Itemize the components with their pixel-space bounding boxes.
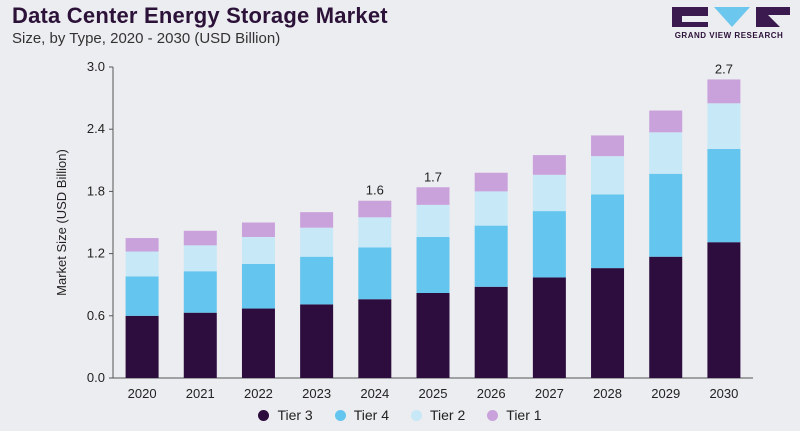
bar-tier-3-2020	[125, 315, 159, 378]
y-tick-label: 1.8	[87, 183, 105, 198]
bar-tier-3-2027	[532, 277, 566, 378]
x-tick-label: 2022	[244, 386, 273, 401]
bar-tier-4-2024	[358, 247, 392, 300]
chart-title: Data Center Energy Storage Market	[12, 3, 388, 28]
legend-swatch-icon	[334, 409, 346, 421]
bar-tier-1-2028	[591, 135, 625, 157]
bar-tier-1-2021	[183, 230, 217, 246]
x-tick-label: 2025	[419, 386, 448, 401]
legend-swatch-icon	[411, 409, 422, 421]
bar-tier-2-2024	[358, 217, 392, 248]
x-tick-label: 2029	[651, 386, 680, 401]
legend-item-tier-2: Tier 2	[411, 407, 465, 423]
bar-tier-3-2026	[474, 286, 508, 378]
x-tick-label: 2028	[593, 386, 622, 401]
data-label-2030: 2.7	[715, 61, 733, 76]
bar-tier-1-2030	[707, 79, 741, 104]
bar-tier-3-2021	[183, 312, 217, 378]
x-tick-label: 2024	[360, 386, 389, 401]
bar-tier-2-2023	[300, 227, 334, 257]
x-tick-label: 2027	[535, 386, 564, 401]
bar-tier-4-2025	[416, 237, 450, 293]
chart-legend: Tier 3 Tier 4 Tier 2 Tier 1	[0, 407, 800, 423]
bar-tier-4-2029	[649, 173, 683, 257]
bar-tier-1-2027	[532, 155, 566, 175]
legend-label: Tier 4	[353, 407, 389, 423]
x-tick-label: 2023	[302, 386, 331, 401]
bar-tier-3-2022	[241, 308, 275, 378]
bar-tier-1-2023	[300, 212, 334, 228]
bar-tier-2-2030	[707, 103, 741, 149]
bar-tier-3-2023	[300, 304, 334, 378]
bar-tier-2-2021	[183, 245, 217, 272]
bar-tier-4-2026	[474, 225, 508, 287]
bar-tier-4-2022	[241, 263, 275, 309]
bar-tier-1-2020	[125, 238, 159, 252]
y-tick-label: 2.4	[87, 121, 105, 136]
legend-swatch-icon	[258, 409, 270, 421]
logo-text: GRAND VIEW RESEARCH	[674, 31, 784, 40]
bar-tier-3-2025	[416, 292, 450, 378]
y-tick-label: 0.0	[87, 370, 105, 385]
legend-item-tier-3: Tier 3	[258, 407, 313, 423]
legend-item-tier-1: Tier 1	[487, 407, 542, 423]
bar-tier-1-2022	[241, 222, 275, 238]
bar-tier-3-2024	[358, 299, 392, 378]
legend-label: Tier 2	[430, 407, 466, 423]
legend-swatch-icon	[487, 409, 499, 421]
data-label-2025: 1.7	[424, 169, 442, 184]
bar-tier-3-2030	[707, 242, 741, 378]
y-tick-label: 0.6	[87, 308, 105, 323]
bar-tier-1-2029	[649, 110, 683, 133]
bar-tier-1-2025	[416, 187, 450, 205]
gvr-logo-icon	[672, 7, 790, 27]
bar-tier-4-2021	[183, 271, 217, 313]
bar-tier-3-2029	[649, 256, 683, 378]
data-label-2024: 1.6	[366, 183, 384, 198]
legend-label: Tier 3	[277, 407, 313, 423]
bar-tier-1-2026	[474, 172, 508, 192]
bar-tier-4-2028	[591, 194, 625, 269]
x-tick-label: 2020	[128, 386, 157, 401]
x-tick-label: 2021	[186, 386, 215, 401]
bar-tier-4-2027	[532, 211, 566, 278]
y-tick-label: 1.2	[87, 246, 105, 261]
x-tick-label: 2026	[477, 386, 506, 401]
bar-tier-4-2030	[707, 148, 741, 243]
bar-tier-2-2027	[532, 174, 566, 212]
bar-tier-2-2029	[649, 132, 683, 174]
legend-label: Tier 1	[506, 407, 542, 423]
bar-tier-3-2028	[591, 268, 625, 378]
y-tick-label: 3.0	[87, 59, 105, 74]
legend-item-tier-4: Tier 4	[334, 407, 389, 423]
bar-tier-2-2026	[474, 191, 508, 226]
bar-tier-4-2023	[300, 256, 334, 305]
bar-tier-2-2025	[416, 204, 450, 238]
y-axis-label: Market Size (USD Billion)	[54, 149, 69, 296]
bar-tier-2-2022	[241, 237, 275, 264]
bar-tier-2-2020	[125, 251, 159, 277]
bar-tier-2-2028	[591, 156, 625, 195]
bar-tier-1-2024	[358, 200, 392, 218]
bar-tier-4-2020	[125, 276, 159, 316]
chart-subtitle: Size, by Type, 2020 - 2030 (USD Billion)	[12, 30, 281, 47]
x-tick-label: 2030	[709, 386, 738, 401]
